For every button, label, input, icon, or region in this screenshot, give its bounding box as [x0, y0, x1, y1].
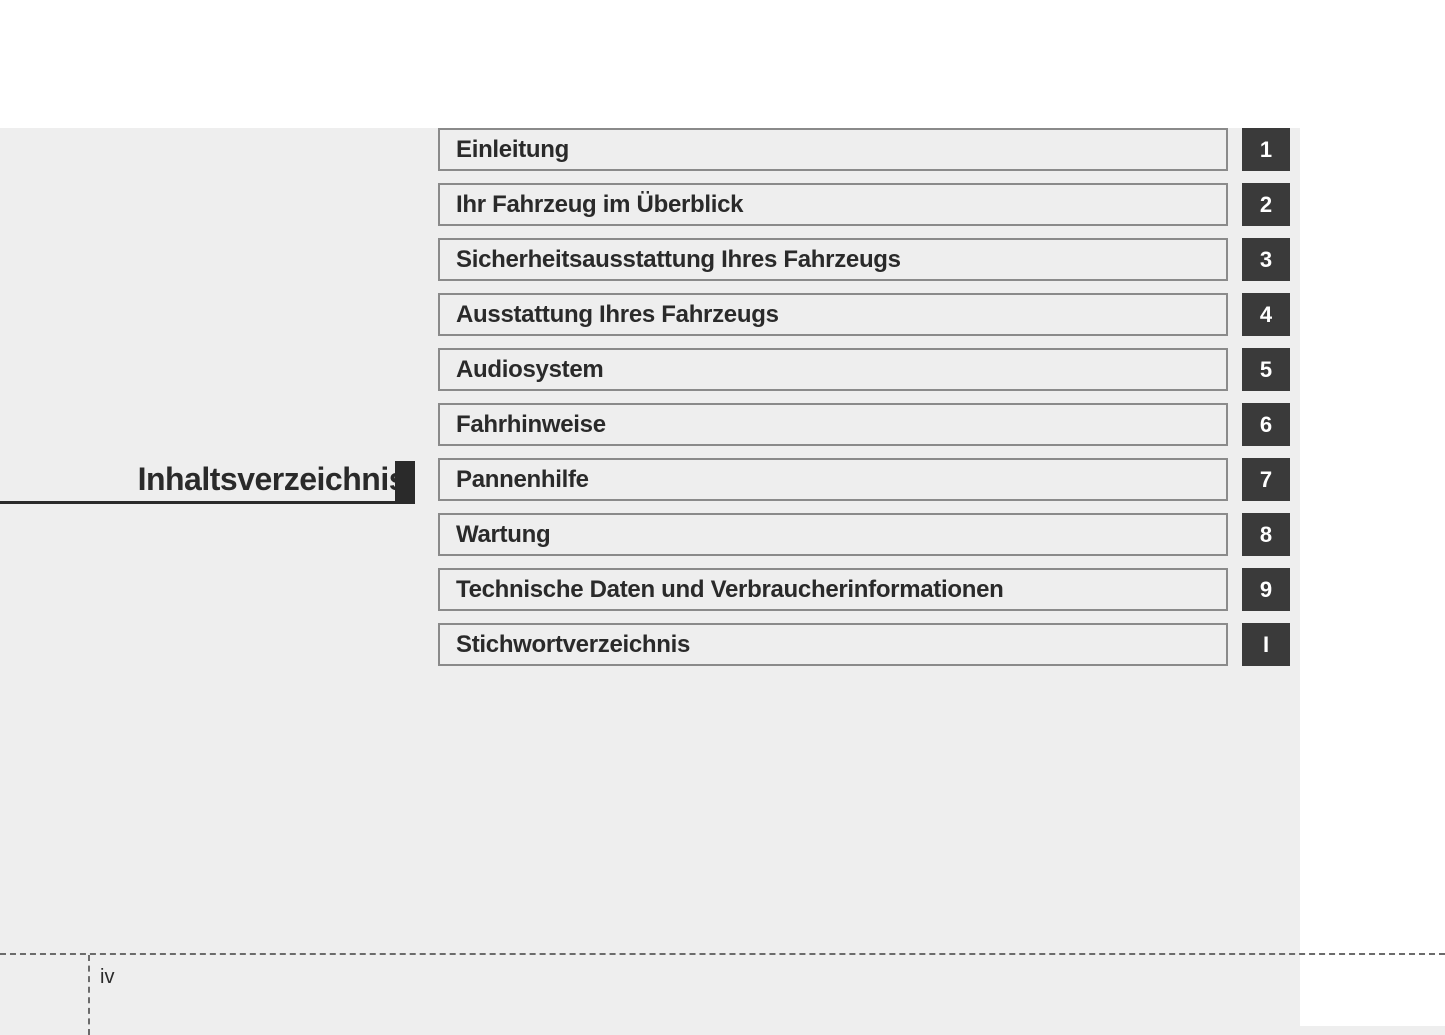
chapter-tab-label: 9 [1260, 577, 1272, 603]
chapter-tab-label: 2 [1260, 192, 1272, 218]
toc-row[interactable]: Stichwortverzeichnis [438, 623, 1228, 666]
chapter-tab[interactable]: 3 [1242, 238, 1290, 281]
chapter-tabs: 1 2 3 4 5 6 7 8 9 I [1242, 128, 1290, 678]
toc-row-label: Stichwortverzeichnis [456, 631, 690, 659]
chapter-tab-label: I [1263, 632, 1269, 658]
chapter-tab[interactable]: 8 [1242, 513, 1290, 556]
toc-heading: Inhaltsverzeichnis [138, 461, 420, 497]
toc-row[interactable]: Sicherheitsausstattung Ihres Fahrzeugs [438, 238, 1228, 281]
chapter-tab[interactable]: 2 [1242, 183, 1290, 226]
footer-crop-vertical [88, 955, 90, 1035]
toc-row-label: Wartung [456, 521, 550, 549]
toc-row[interactable]: Ihr Fahrzeug im Überblick [438, 183, 1228, 226]
chapter-tab[interactable]: 6 [1242, 403, 1290, 446]
chapter-tab-label: 6 [1260, 412, 1272, 438]
toc-row-label: Einleitung [456, 136, 569, 164]
toc-row[interactable]: Ausstattung Ihres Fahrzeugs [438, 293, 1228, 336]
toc-row[interactable]: Fahrhinweise [438, 403, 1228, 446]
chapter-tab[interactable]: 1 [1242, 128, 1290, 171]
toc-heading-block: Inhaltsverzeichnis [0, 461, 420, 498]
chapter-tab[interactable]: 4 [1242, 293, 1290, 336]
chapter-tab-label: 8 [1260, 522, 1272, 548]
footer-crop-horizontal [0, 953, 1445, 955]
chapter-tab-label: 1 [1260, 137, 1272, 163]
toc-row-label: Technische Daten und Verbraucherinformat… [456, 576, 1004, 604]
toc-row[interactable]: Wartung [438, 513, 1228, 556]
toc-row[interactable]: Audiosystem [438, 348, 1228, 391]
toc-heading-tab [395, 461, 415, 504]
page-margin-top [0, 0, 1445, 128]
chapter-tab-label: 4 [1260, 302, 1272, 328]
chapter-tab-label: 7 [1260, 467, 1272, 493]
toc-row-label: Pannenhilfe [456, 466, 589, 494]
page-number: iv [100, 966, 114, 989]
page-margin-right [1300, 0, 1445, 1026]
toc-row-label: Sicherheitsausstattung Ihres Fahrzeugs [456, 246, 901, 274]
toc-heading-rule [0, 501, 395, 504]
toc-row-label: Fahrhinweise [456, 411, 606, 439]
toc-row[interactable]: Pannenhilfe [438, 458, 1228, 501]
toc-row[interactable]: Einleitung [438, 128, 1228, 171]
chapter-tab[interactable]: I [1242, 623, 1290, 666]
chapter-tab[interactable]: 7 [1242, 458, 1290, 501]
chapter-tab[interactable]: 9 [1242, 568, 1290, 611]
toc-row-label: Ausstattung Ihres Fahrzeugs [456, 301, 779, 329]
toc-row-label: Audiosystem [456, 356, 603, 384]
chapter-tab-label: 3 [1260, 247, 1272, 273]
toc-row[interactable]: Technische Daten und Verbraucherinformat… [438, 568, 1228, 611]
toc-row-label: Ihr Fahrzeug im Überblick [456, 191, 743, 219]
chapter-tab[interactable]: 5 [1242, 348, 1290, 391]
chapter-tab-label: 5 [1260, 357, 1272, 383]
toc-list: Einleitung Ihr Fahrzeug im Überblick Sic… [438, 128, 1228, 678]
